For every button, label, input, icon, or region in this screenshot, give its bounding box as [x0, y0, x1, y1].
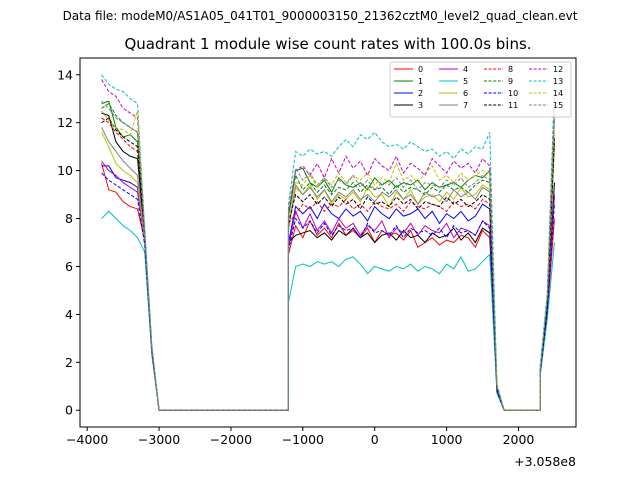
legend-entry-12: 12	[529, 65, 563, 74]
legend-entry-2: 2	[394, 89, 423, 98]
legend-label: 10	[508, 89, 518, 98]
legend-entry-0: 0	[394, 65, 423, 74]
y-tick-label: 4	[65, 307, 73, 322]
legend-label: 1	[418, 77, 423, 86]
x-tick-label: −4000	[66, 432, 108, 447]
y-tick-label: 6	[65, 259, 73, 274]
plot-area: −4000 −3000 −2000 −1000 0 1000 2000 0246810121…	[57, 57, 577, 447]
series-line-11	[101, 117, 555, 411]
legend-label: 4	[463, 65, 468, 74]
x-tick-label: 2000	[503, 432, 535, 447]
legend-entry-13: 13	[529, 77, 563, 86]
axes-frame	[79, 57, 577, 428]
legend-entry-11: 11	[484, 101, 518, 110]
legend-label: 12	[553, 65, 563, 74]
chart-title: Quadrant 1 module wise count rates with …	[124, 35, 531, 53]
legend-label: 9	[508, 77, 513, 86]
legend-label: 15	[553, 101, 563, 110]
series-line-13	[101, 74, 555, 411]
y-tick-label: 14	[57, 67, 73, 82]
suptitle: Data file: modeM0/AS1A05_041T01_90000031…	[63, 9, 578, 23]
legend-entry-5: 5	[439, 77, 468, 86]
legend-entry-10: 10	[484, 89, 518, 98]
legend-label: 14	[553, 89, 563, 98]
x-tick-label: 1000	[431, 432, 463, 447]
legend-entry-7: 7	[439, 101, 468, 110]
legend-entry-8: 8	[484, 65, 513, 74]
x-offset-label: +3.058e8	[514, 454, 576, 469]
y-tick-label: 10	[57, 163, 73, 178]
legend-entry-1: 1	[394, 77, 423, 86]
x-tick-label: −1000	[282, 432, 324, 447]
series-lines	[101, 74, 555, 411]
legend-label: 13	[553, 77, 563, 86]
legend-entry-14: 14	[529, 89, 563, 98]
y-axis: 0 2 4 6 8 10 12 14	[57, 67, 80, 418]
legend-entry-3: 3	[394, 101, 423, 110]
x-tick-label: 0	[371, 432, 379, 447]
x-tick-label: −3000	[138, 432, 180, 447]
x-tick-label: −2000	[210, 432, 252, 447]
series-line-14	[101, 110, 555, 411]
y-tick-label: 2	[65, 355, 73, 370]
legend-entry-15: 15	[529, 101, 563, 110]
legend-label: 0	[418, 65, 423, 74]
legend-label: 3	[418, 101, 423, 110]
legend-entry-6: 6	[439, 89, 468, 98]
legend-label: 5	[463, 77, 468, 86]
series-13	[101, 74, 555, 411]
legend-label: 7	[463, 101, 468, 110]
series-11	[101, 117, 555, 411]
x-axis: −4000 −3000 −2000 −1000 0 1000 2000	[66, 427, 534, 447]
legend-label: 6	[463, 89, 468, 98]
legend-entry-9: 9	[484, 77, 513, 86]
y-tick-label: 12	[57, 115, 73, 130]
legend-label: 2	[418, 89, 423, 98]
legend-entry-4: 4	[439, 65, 468, 74]
legend-label: 11	[508, 101, 518, 110]
legend-label: 8	[508, 65, 513, 74]
legend-box	[389, 61, 572, 118]
y-tick-label: 8	[65, 211, 73, 226]
y-tick-label: 0	[65, 403, 73, 418]
series-14	[101, 110, 555, 411]
